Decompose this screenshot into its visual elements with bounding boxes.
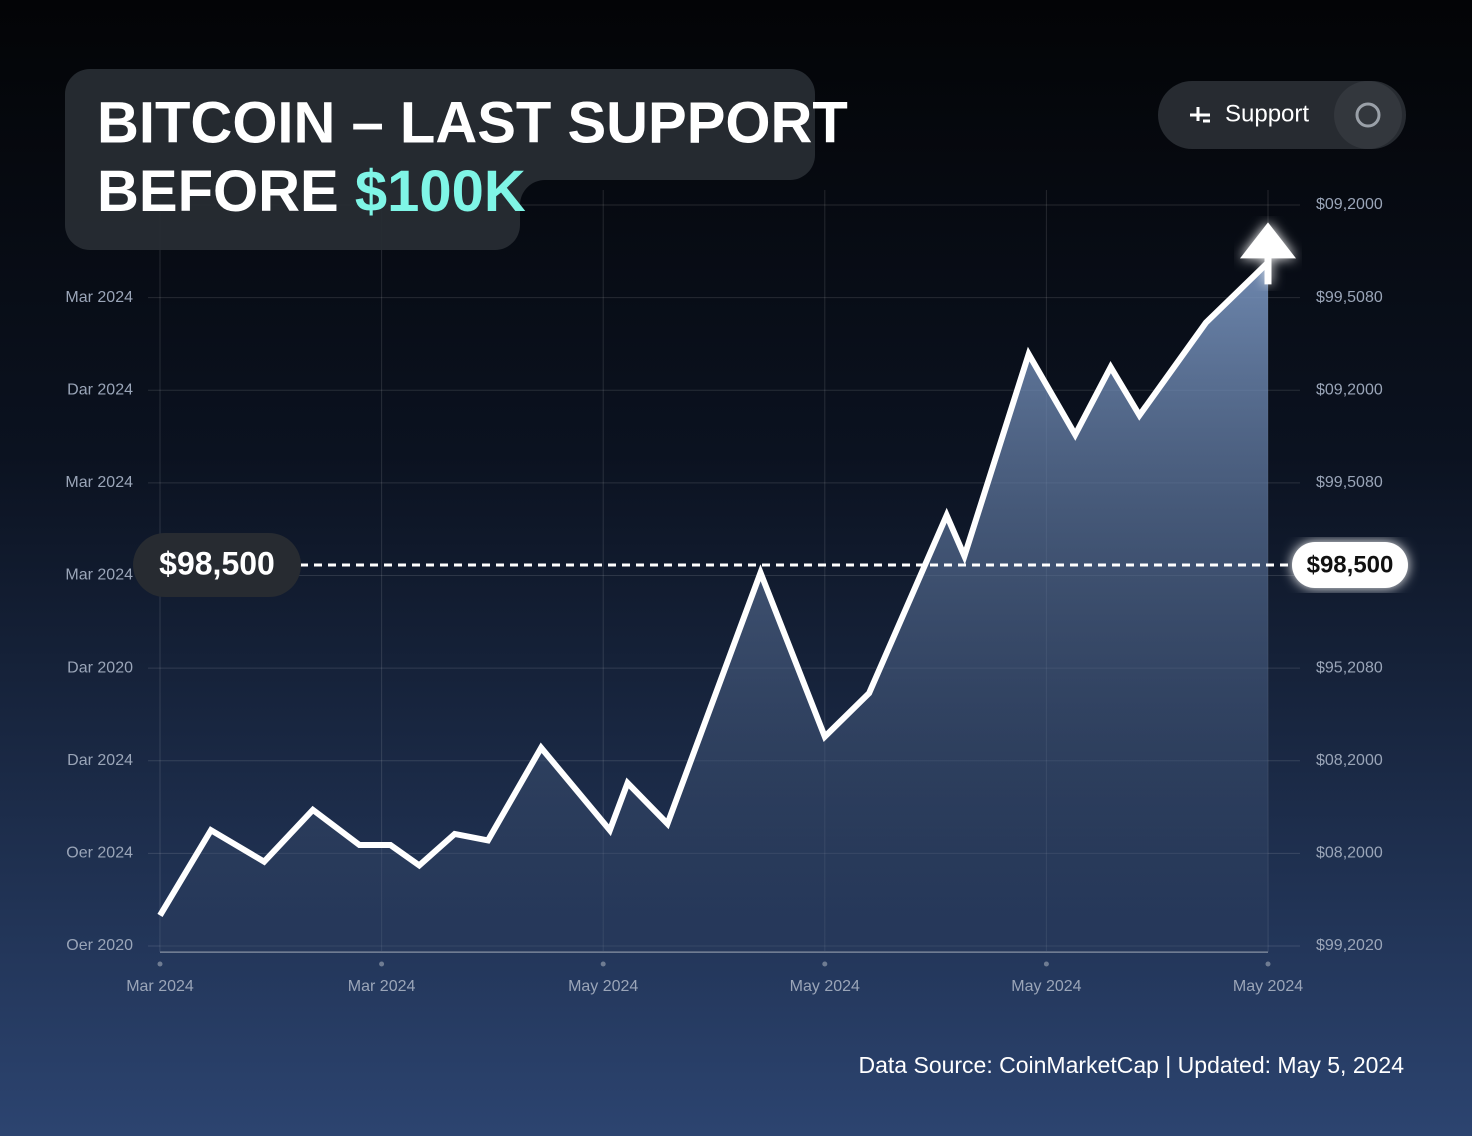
x-tick-label: Mar 2024 [348, 978, 416, 995]
title-line: BEFORE [97, 159, 339, 224]
x-tick-label: May 2024 [1011, 978, 1081, 995]
x-tick-mark [1043, 961, 1049, 967]
y-tick-label: Dar 2024 [67, 381, 133, 398]
end-arrow [1240, 222, 1296, 285]
x-tick-label: Mar 2024 [126, 978, 194, 995]
x-tick-mark [379, 961, 385, 967]
support-badge [1292, 542, 1408, 588]
y2-tick-label: $08,2000 [1316, 752, 1383, 769]
footer: Data Source: CoinMarketCap | Updated: Ma… [859, 1052, 1405, 1078]
button-toggle[interactable] [1334, 81, 1402, 149]
title: BITCOIN – LAST SUPPORT [97, 90, 848, 155]
line [157, 260, 1271, 917]
y-tick-label: Oer 2024 [66, 845, 133, 862]
y2-tick-label: $99,5080 [1316, 289, 1383, 306]
x-tick-mark [822, 961, 828, 967]
support-label: $98,500 [1307, 551, 1394, 578]
y2-tick-label: $99,2020 [1316, 937, 1383, 954]
title-highlight: $100K [355, 159, 526, 224]
title: BEFORE $100K [97, 159, 526, 224]
x-tick-mark [157, 961, 163, 967]
y-tick-label: Dar 2024 [67, 752, 133, 769]
y-tick-label: Dar 2020 [67, 659, 133, 676]
plot: Mar 2024 Dar 2024 Mar 2024 Mar 2024 Dar 2020… [65, 190, 1383, 995]
y2-tick-label: $08,2000 [1316, 845, 1383, 862]
button-label: Support [1225, 100, 1309, 127]
x-tick-label: May 2024 [1233, 978, 1303, 995]
title-box [65, 69, 815, 250]
support-label: $98,500 [159, 545, 275, 581]
support-button[interactable]: Support [1158, 81, 1406, 149]
y2-tick-label: $95,2080 [1316, 659, 1383, 676]
y2-tick-label: $09,2000 [1316, 196, 1383, 213]
toggle-icon [1355, 102, 1381, 128]
y-tick-label: Mar 2024 [65, 474, 133, 491]
y2-tick-label: $99,5080 [1316, 474, 1383, 491]
y-tick-label: Oer 2020 [66, 937, 133, 954]
y-tick-label: Mar 2024 [65, 289, 133, 306]
area [160, 262, 1268, 952]
arrow-head [1240, 222, 1296, 259]
x-tick-label: May 2024 [568, 978, 638, 995]
button-icon [1190, 107, 1210, 123]
y-tick-label: Mar 2024 [65, 567, 133, 584]
x-tick-mark [600, 961, 606, 967]
x-tick-label: May 2024 [790, 978, 860, 995]
support-badge [133, 533, 301, 597]
x-tick-mark [1265, 961, 1271, 967]
y2-tick-label: $09,2000 [1316, 381, 1383, 398]
